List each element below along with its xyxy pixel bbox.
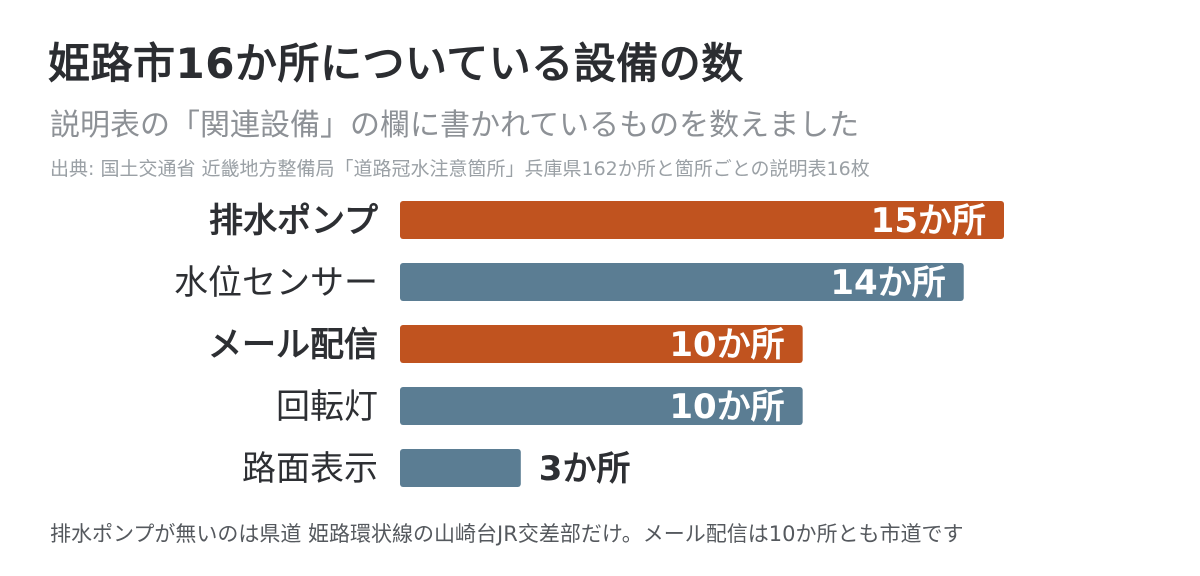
category-label: 排水ポンプ (209, 201, 378, 241)
bar-row: 路面表示 3か所 (242, 449, 630, 489)
value-label: 15か所 (871, 201, 986, 241)
value-label: 10か所 (669, 325, 784, 365)
category-label: 回転灯 (276, 387, 378, 427)
source-note: 出典: 国土交通省 近畿地方整備局「道路冠水注意箇所」兵庫県162か所と箇所ごと… (50, 158, 870, 180)
bar (400, 325, 803, 363)
category-label: メール配信 (208, 325, 378, 365)
value-label: 14か所 (830, 263, 945, 303)
bar-row: 回転灯 10か所 (276, 387, 803, 427)
footnote: 排水ポンプが無いのは県道 姫路環状線の山崎台JR交差部だけ。メール配信は10か所… (50, 522, 964, 546)
chart-title: 姫路市16か所についている設備の数 (48, 39, 744, 88)
category-label: 水位センサー (174, 263, 378, 303)
value-label: 10か所 (669, 387, 784, 427)
bar (400, 201, 1004, 239)
value-label: 3か所 (539, 449, 631, 489)
bar-row: 排水ポンプ 15か所 (209, 201, 1004, 241)
chart-subtitle: 説明表の「関連設備」の欄に書かれているものを数えました (50, 108, 860, 143)
bar-row: 水位センサー 14か所 (174, 263, 964, 303)
category-label: 路面表示 (242, 449, 378, 489)
bar-row: メール配信 10か所 (208, 325, 803, 365)
bar (400, 387, 803, 425)
bar (400, 263, 964, 301)
bar (400, 449, 521, 487)
